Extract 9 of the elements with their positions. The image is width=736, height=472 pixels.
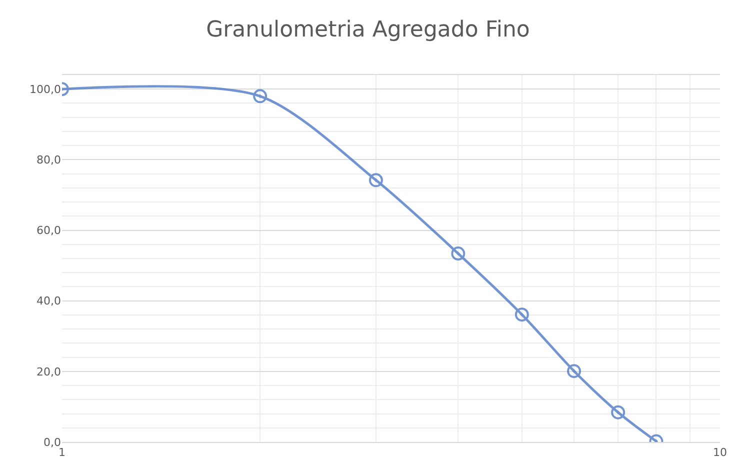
y-tick-label: 100,0	[30, 82, 61, 96]
y-tick-label: 80,0	[36, 154, 61, 167]
y-tick-label: 60,0	[36, 224, 61, 238]
y-tick-label: 0,0	[44, 436, 61, 449]
y-tick-label: 20,0	[36, 365, 61, 378]
x-tick-label: 1	[58, 446, 66, 460]
y-tick-label: 40,0	[36, 294, 61, 308]
chart-title: Granulometria Agregado Fino	[206, 18, 530, 43]
x-tick-label: 10	[713, 446, 727, 460]
